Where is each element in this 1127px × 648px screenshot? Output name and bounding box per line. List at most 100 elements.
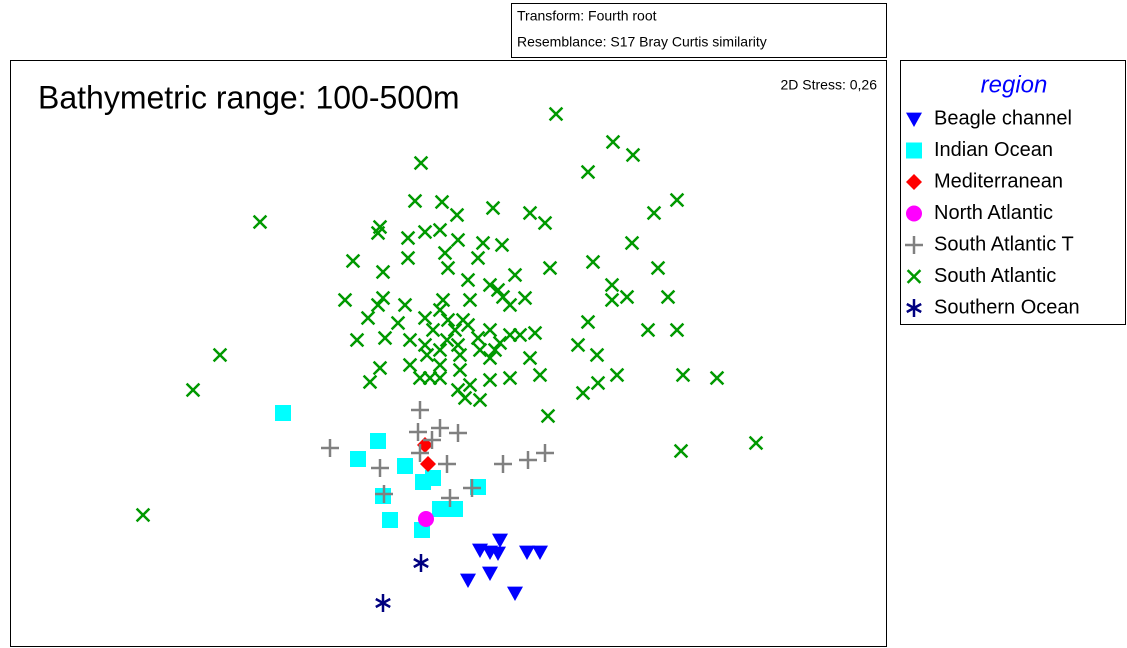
point: [640, 322, 656, 338]
point: [275, 405, 291, 421]
point: [419, 347, 435, 363]
point: [420, 456, 436, 472]
point: [402, 332, 418, 348]
point: [377, 330, 393, 346]
point: [441, 489, 459, 507]
point: [370, 433, 386, 449]
transform-label: Transform: Fourth root: [517, 8, 657, 24]
point: [212, 347, 228, 363]
point: [507, 586, 523, 601]
point: [709, 370, 725, 386]
legend-marker: [906, 112, 922, 127]
legend-label: North Atlantic: [934, 202, 1053, 224]
point: [475, 235, 491, 251]
point: [482, 372, 498, 388]
point: [185, 382, 201, 398]
point: [646, 205, 662, 221]
point: [605, 134, 621, 150]
point: [527, 325, 543, 341]
point: [669, 322, 685, 338]
point: [400, 230, 416, 246]
legend-marker: [906, 269, 922, 284]
legend-marker: [906, 299, 922, 317]
point: [432, 357, 448, 373]
point: [580, 164, 596, 180]
legend-label: Southern Ocean: [934, 296, 1080, 318]
point: [502, 297, 518, 313]
point: [462, 292, 478, 308]
point: [447, 322, 463, 338]
point: [402, 357, 418, 373]
point: [372, 360, 388, 376]
point: [580, 314, 596, 330]
point: [422, 370, 438, 386]
legend-label: South Atlantic T: [934, 233, 1074, 255]
point: [390, 315, 406, 331]
point: [487, 342, 503, 358]
legend-label: South Atlantic: [934, 265, 1056, 287]
point: [494, 455, 512, 473]
point: [519, 545, 535, 560]
point: [417, 310, 433, 326]
point: [432, 302, 448, 318]
point: [536, 444, 554, 462]
point: [434, 194, 450, 210]
point: [537, 215, 553, 231]
point: [540, 408, 556, 424]
point: [440, 312, 456, 328]
point: [490, 546, 506, 561]
point: [349, 332, 365, 348]
point: [482, 350, 498, 366]
point: [604, 277, 620, 293]
point: [375, 290, 391, 306]
point: [375, 485, 393, 503]
point: [400, 250, 416, 266]
point: [512, 327, 528, 343]
point: [413, 554, 429, 572]
point: [482, 322, 498, 338]
point: [470, 250, 486, 266]
point: [439, 332, 455, 348]
point: [431, 419, 449, 437]
point: [449, 207, 465, 223]
point: [532, 545, 548, 560]
legend-marker: [906, 205, 922, 222]
point: [624, 235, 640, 251]
point: [432, 501, 448, 517]
point: [382, 512, 398, 528]
plot-frame: [10, 60, 887, 647]
point: [418, 511, 434, 527]
point: [625, 147, 641, 163]
legend-marker: [905, 236, 923, 254]
point: [438, 455, 456, 473]
legend-label: Beagle channel: [934, 107, 1072, 129]
point: [362, 374, 378, 390]
point: [432, 222, 448, 238]
chart-title: Bathymetric range: 100-500m: [38, 79, 460, 115]
point: [494, 237, 510, 253]
point: [409, 423, 427, 441]
point: [542, 260, 558, 276]
point: [425, 470, 441, 486]
point: [460, 272, 476, 288]
point: [675, 367, 691, 383]
point: [440, 260, 456, 276]
point: [437, 245, 453, 261]
legend-label: Mediterranean: [934, 170, 1063, 192]
point: [345, 253, 361, 269]
point: [522, 205, 538, 221]
point: [589, 347, 605, 363]
point: [482, 566, 498, 581]
legend-marker: [906, 142, 922, 159]
point: [252, 214, 268, 230]
point: [450, 232, 466, 248]
point: [435, 292, 451, 308]
point: [432, 342, 448, 358]
point: [590, 375, 606, 391]
point: [570, 337, 586, 353]
point: [360, 310, 376, 326]
point: [507, 267, 523, 283]
point: [604, 292, 620, 308]
stress-label: 2D Stress: 0,26: [781, 77, 878, 93]
point: [660, 289, 676, 305]
